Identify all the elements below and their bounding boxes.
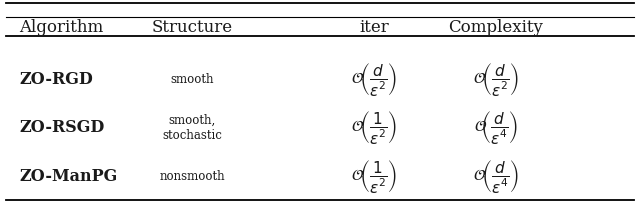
Text: $\mathcal{O}\!\left(\dfrac{1}{\epsilon^2}\right)$: $\mathcal{O}\!\left(\dfrac{1}{\epsilon^2… [351,109,397,146]
Text: $\mathcal{O}\!\left(\dfrac{1}{\epsilon^2}\right)$: $\mathcal{O}\!\left(\dfrac{1}{\epsilon^2… [351,157,397,194]
Text: $\mathcal{O}\!\left(\dfrac{d}{\epsilon^2}\right)$: $\mathcal{O}\!\left(\dfrac{d}{\epsilon^2… [351,60,397,97]
Text: Structure: Structure [152,19,232,36]
Text: $\mathcal{O}\!\!\left(\dfrac{d}{\epsilon^4}\right)$: $\mathcal{O}\!\!\left(\dfrac{d}{\epsilon… [474,109,518,146]
Text: iter: iter [360,19,389,36]
Text: Algorithm: Algorithm [19,19,104,36]
Text: $\mathcal{O}\!\left(\dfrac{d}{\epsilon^4}\right)$: $\mathcal{O}\!\left(\dfrac{d}{\epsilon^4… [473,157,519,194]
Text: smooth,
stochastic: smooth, stochastic [162,113,222,141]
Text: Complexity: Complexity [449,19,543,36]
Text: ZO-ManPG: ZO-ManPG [19,167,118,184]
Text: $\mathcal{O}\!\left(\dfrac{d}{\epsilon^2}\right)$: $\mathcal{O}\!\left(\dfrac{d}{\epsilon^2… [473,60,519,97]
Text: ZO-RGD: ZO-RGD [19,70,93,87]
Text: smooth: smooth [170,72,214,85]
Text: nonsmooth: nonsmooth [159,169,225,182]
Text: ZO-RSGD: ZO-RSGD [19,119,104,136]
